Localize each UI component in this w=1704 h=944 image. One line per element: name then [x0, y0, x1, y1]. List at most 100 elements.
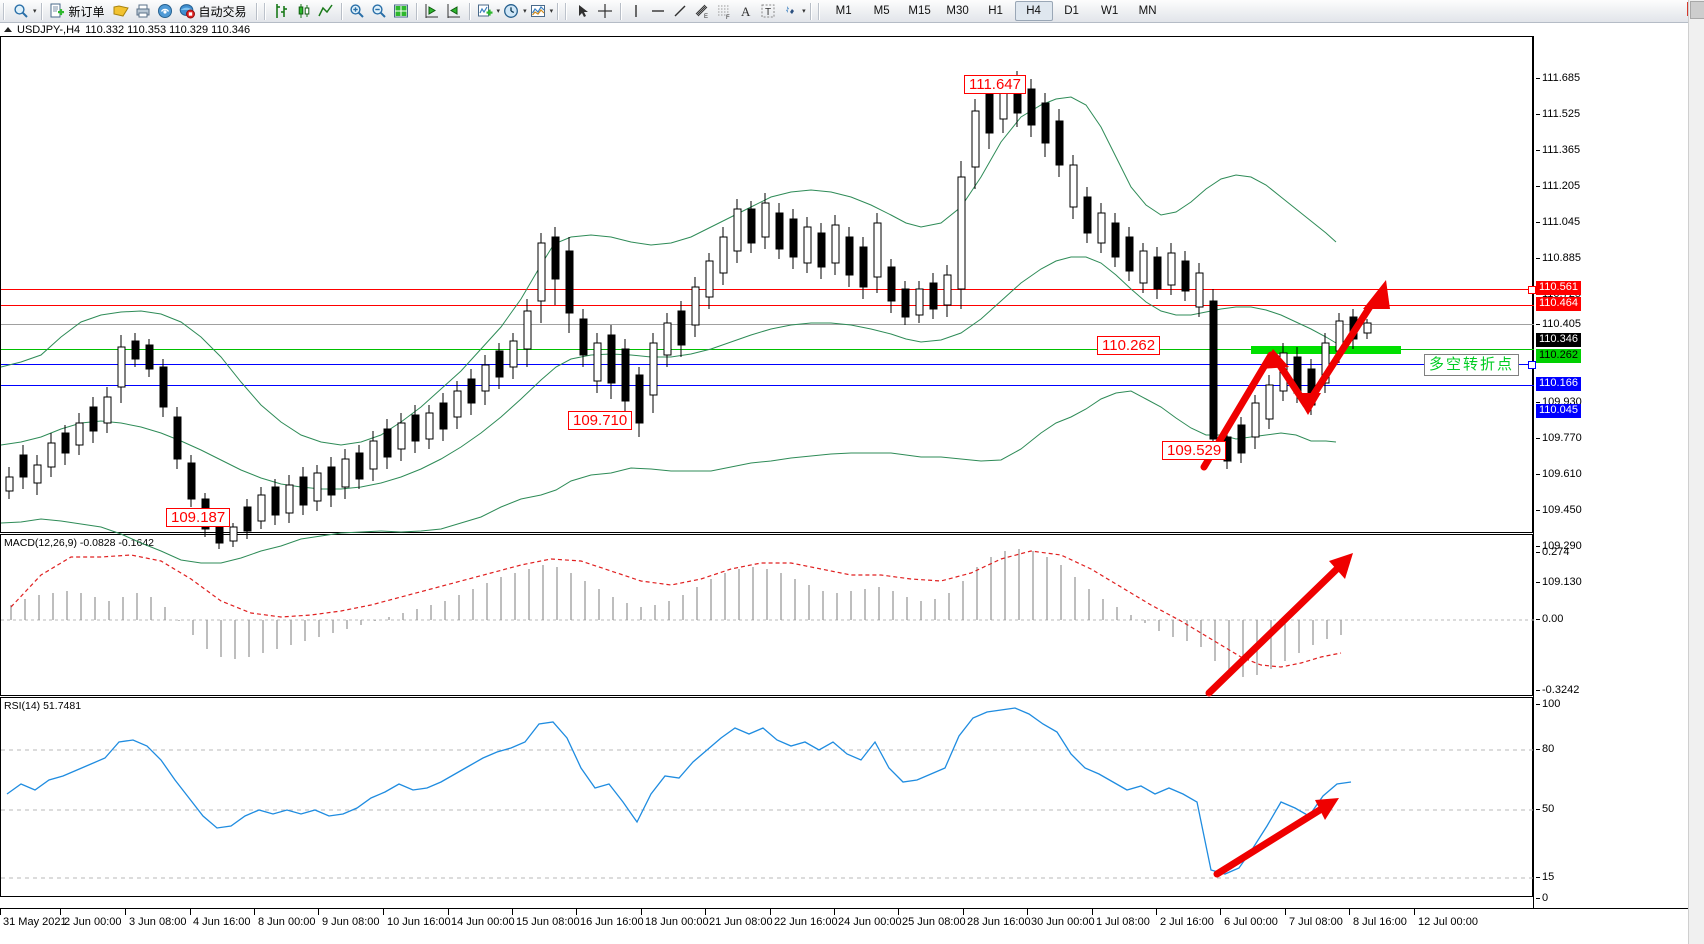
price-badge-buy-level[interactable]: 110.166	[1536, 377, 1581, 391]
time-label: 31 May 2021	[3, 916, 67, 928]
macd-header: MACD(12,26,9) -0.0828 -0.1642	[4, 537, 154, 549]
symbol-label: USDJPY-,H4	[17, 23, 81, 36]
svg-text:F: F	[726, 15, 730, 19]
objects-caret-icon[interactable]: ▾	[802, 8, 806, 15]
toolbar-divider-3	[340, 2, 342, 20]
trendline-icon[interactable]	[669, 1, 691, 21]
text-icon[interactable]: T	[757, 1, 779, 21]
price-line-110405[interactable]	[1, 324, 1534, 325]
scrollbar-thumb[interactable]	[1690, 1, 1704, 19]
zoom-out-icon[interactable]	[368, 1, 390, 21]
time-label: 22 Jun 16:00	[774, 916, 838, 928]
annotation-swing-high[interactable]: 111.647	[964, 75, 1026, 94]
price-badge-support[interactable]: 110.262	[1536, 349, 1581, 363]
toolbar-grip-3[interactable]	[565, 2, 570, 20]
time-axis[interactable]: 31 May 2021 2 Jun 00:00 3 Jun 08:00 4 Ju…	[0, 908, 1704, 935]
price-badge-stop-level[interactable]: 110.045	[1536, 404, 1581, 418]
autotrading-button[interactable]: 自动交易	[176, 1, 252, 21]
fibonacci-icon[interactable]: F	[713, 1, 735, 21]
timeframe-h4[interactable]: H4	[1014, 1, 1053, 21]
price-line-110166[interactable]	[1, 364, 1534, 365]
timeframe-m15[interactable]: M15	[908, 5, 931, 17]
price-line-handle-1[interactable]	[1528, 286, 1536, 294]
vertical-line-icon[interactable]	[625, 1, 647, 21]
horizontal-line-icon[interactable]	[647, 1, 669, 21]
annotation-swing-low-2[interactable]: 109.529	[1162, 441, 1227, 460]
rsi-line	[6, 707, 1352, 875]
equidistant-channel-icon[interactable]: E	[691, 1, 713, 21]
cursor-icon[interactable]	[572, 1, 594, 21]
toolbar-grip[interactable]	[3, 2, 7, 20]
add-indicator-icon[interactable]	[474, 1, 496, 21]
timeframe-m5[interactable]: M5	[873, 5, 890, 17]
zoom-in-icon[interactable]	[346, 1, 368, 21]
template-caret-icon[interactable]: ▾	[549, 8, 554, 15]
timeframe-w1[interactable]: W1	[1100, 5, 1119, 17]
timeframe-m1[interactable]: M1	[835, 5, 852, 17]
time-sep	[1220, 909, 1221, 915]
expand-triangle-icon[interactable]	[4, 27, 12, 32]
vertical-scrollbar[interactable]	[1688, 0, 1704, 944]
period-icon[interactable]	[500, 1, 522, 21]
support-zone-marker[interactable]	[1251, 346, 1401, 354]
price-line-handle-2[interactable]	[1528, 361, 1536, 369]
svg-text:A: A	[741, 4, 751, 19]
candlestick-chart-icon[interactable]	[293, 1, 315, 21]
rsi-projection-arrow	[1213, 804, 1327, 878]
tile-windows-icon[interactable]	[390, 1, 412, 21]
time-label: 15 Jun 08:00	[516, 916, 580, 928]
indicator-caret-icon[interactable]: ▾	[496, 8, 501, 15]
template-icon[interactable]	[527, 1, 549, 21]
annotation-swing-low-3[interactable]: 109.187	[166, 508, 231, 527]
chart-shift-icon[interactable]	[443, 1, 465, 21]
price-tick: 111.205	[1535, 180, 1581, 192]
line-chart-icon[interactable]	[315, 1, 337, 21]
crosshair-icon[interactable]	[594, 1, 616, 21]
text-label-icon[interactable]: A	[735, 1, 757, 21]
annotation-text-note[interactable]: 多空转折点	[1424, 354, 1520, 376]
price-badge-last-price[interactable]: 110.346	[1536, 333, 1581, 347]
time-sep	[898, 909, 899, 915]
new-order-button[interactable]: 新订单	[46, 1, 110, 21]
macd-pane[interactable]: MACD(12,26,9) -0.0828 -0.1642	[0, 534, 1534, 697]
chart-container[interactable]: 111.647 110.262 109.710 109.529 109.187	[0, 36, 1704, 944]
ohlc-values: 110.332 110.353 110.329 110.346	[85, 23, 251, 36]
time-sep	[1092, 909, 1093, 915]
objects-icon[interactable]	[779, 1, 801, 21]
price-line-110045[interactable]	[1, 385, 1534, 386]
signals-icon[interactable]	[154, 1, 176, 21]
price-badge-resistance[interactable]: 110.464	[1536, 297, 1581, 311]
timeframe-h1[interactable]: H1	[988, 5, 1003, 17]
folder-icon[interactable]	[110, 1, 132, 21]
timeframe-m30[interactable]: M30	[946, 5, 969, 17]
time-sep	[190, 909, 191, 915]
toolbar-grip-4[interactable]	[817, 2, 822, 20]
timeframe-mn[interactable]: MN	[1138, 5, 1157, 17]
time-label: 4 Jun 16:00	[193, 916, 251, 928]
macd-signal-line	[10, 550, 1342, 668]
price-axis[interactable]: 111.685 111.525 111.365 111.205 111.045 …	[1533, 36, 1704, 908]
annotation-key-level[interactable]: 110.262	[1097, 336, 1161, 355]
time-label: 1 Jul 08:00	[1096, 916, 1150, 928]
scroll-end-icon[interactable]	[421, 1, 443, 21]
time-label: 2 Jul 16:00	[1160, 916, 1214, 928]
print-preview-icon[interactable]	[132, 1, 154, 21]
time-label: 10 Jun 16:00	[387, 916, 451, 928]
period-caret-icon[interactable]: ▾	[523, 8, 527, 15]
annotation-swing-low-1[interactable]: 109.710	[568, 411, 633, 430]
price-line-110561[interactable]	[1, 289, 1534, 290]
price-badge-sell-level[interactable]: 110.561	[1536, 281, 1581, 295]
price-tick: 109.770	[1536, 432, 1582, 444]
autotrading-label: 自动交易	[198, 4, 247, 19]
time-sep	[641, 909, 642, 915]
bar-chart-icon[interactable]	[271, 1, 293, 21]
toolbar-grip-2[interactable]	[263, 2, 268, 20]
rsi-pane[interactable]: RSI(14) 51.7481	[0, 697, 1534, 897]
price-line-110464[interactable]	[1, 305, 1534, 306]
rsi-header: RSI(14) 51.7481	[4, 700, 82, 712]
search-caret-icon[interactable]: ▾	[33, 8, 37, 15]
time-sep	[1349, 909, 1350, 915]
timeframe-d1[interactable]: D1	[1064, 5, 1079, 17]
search-icon[interactable]	[10, 1, 32, 21]
price-pane[interactable]: 111.647 110.262 109.710 109.529 109.187	[0, 36, 1536, 564]
